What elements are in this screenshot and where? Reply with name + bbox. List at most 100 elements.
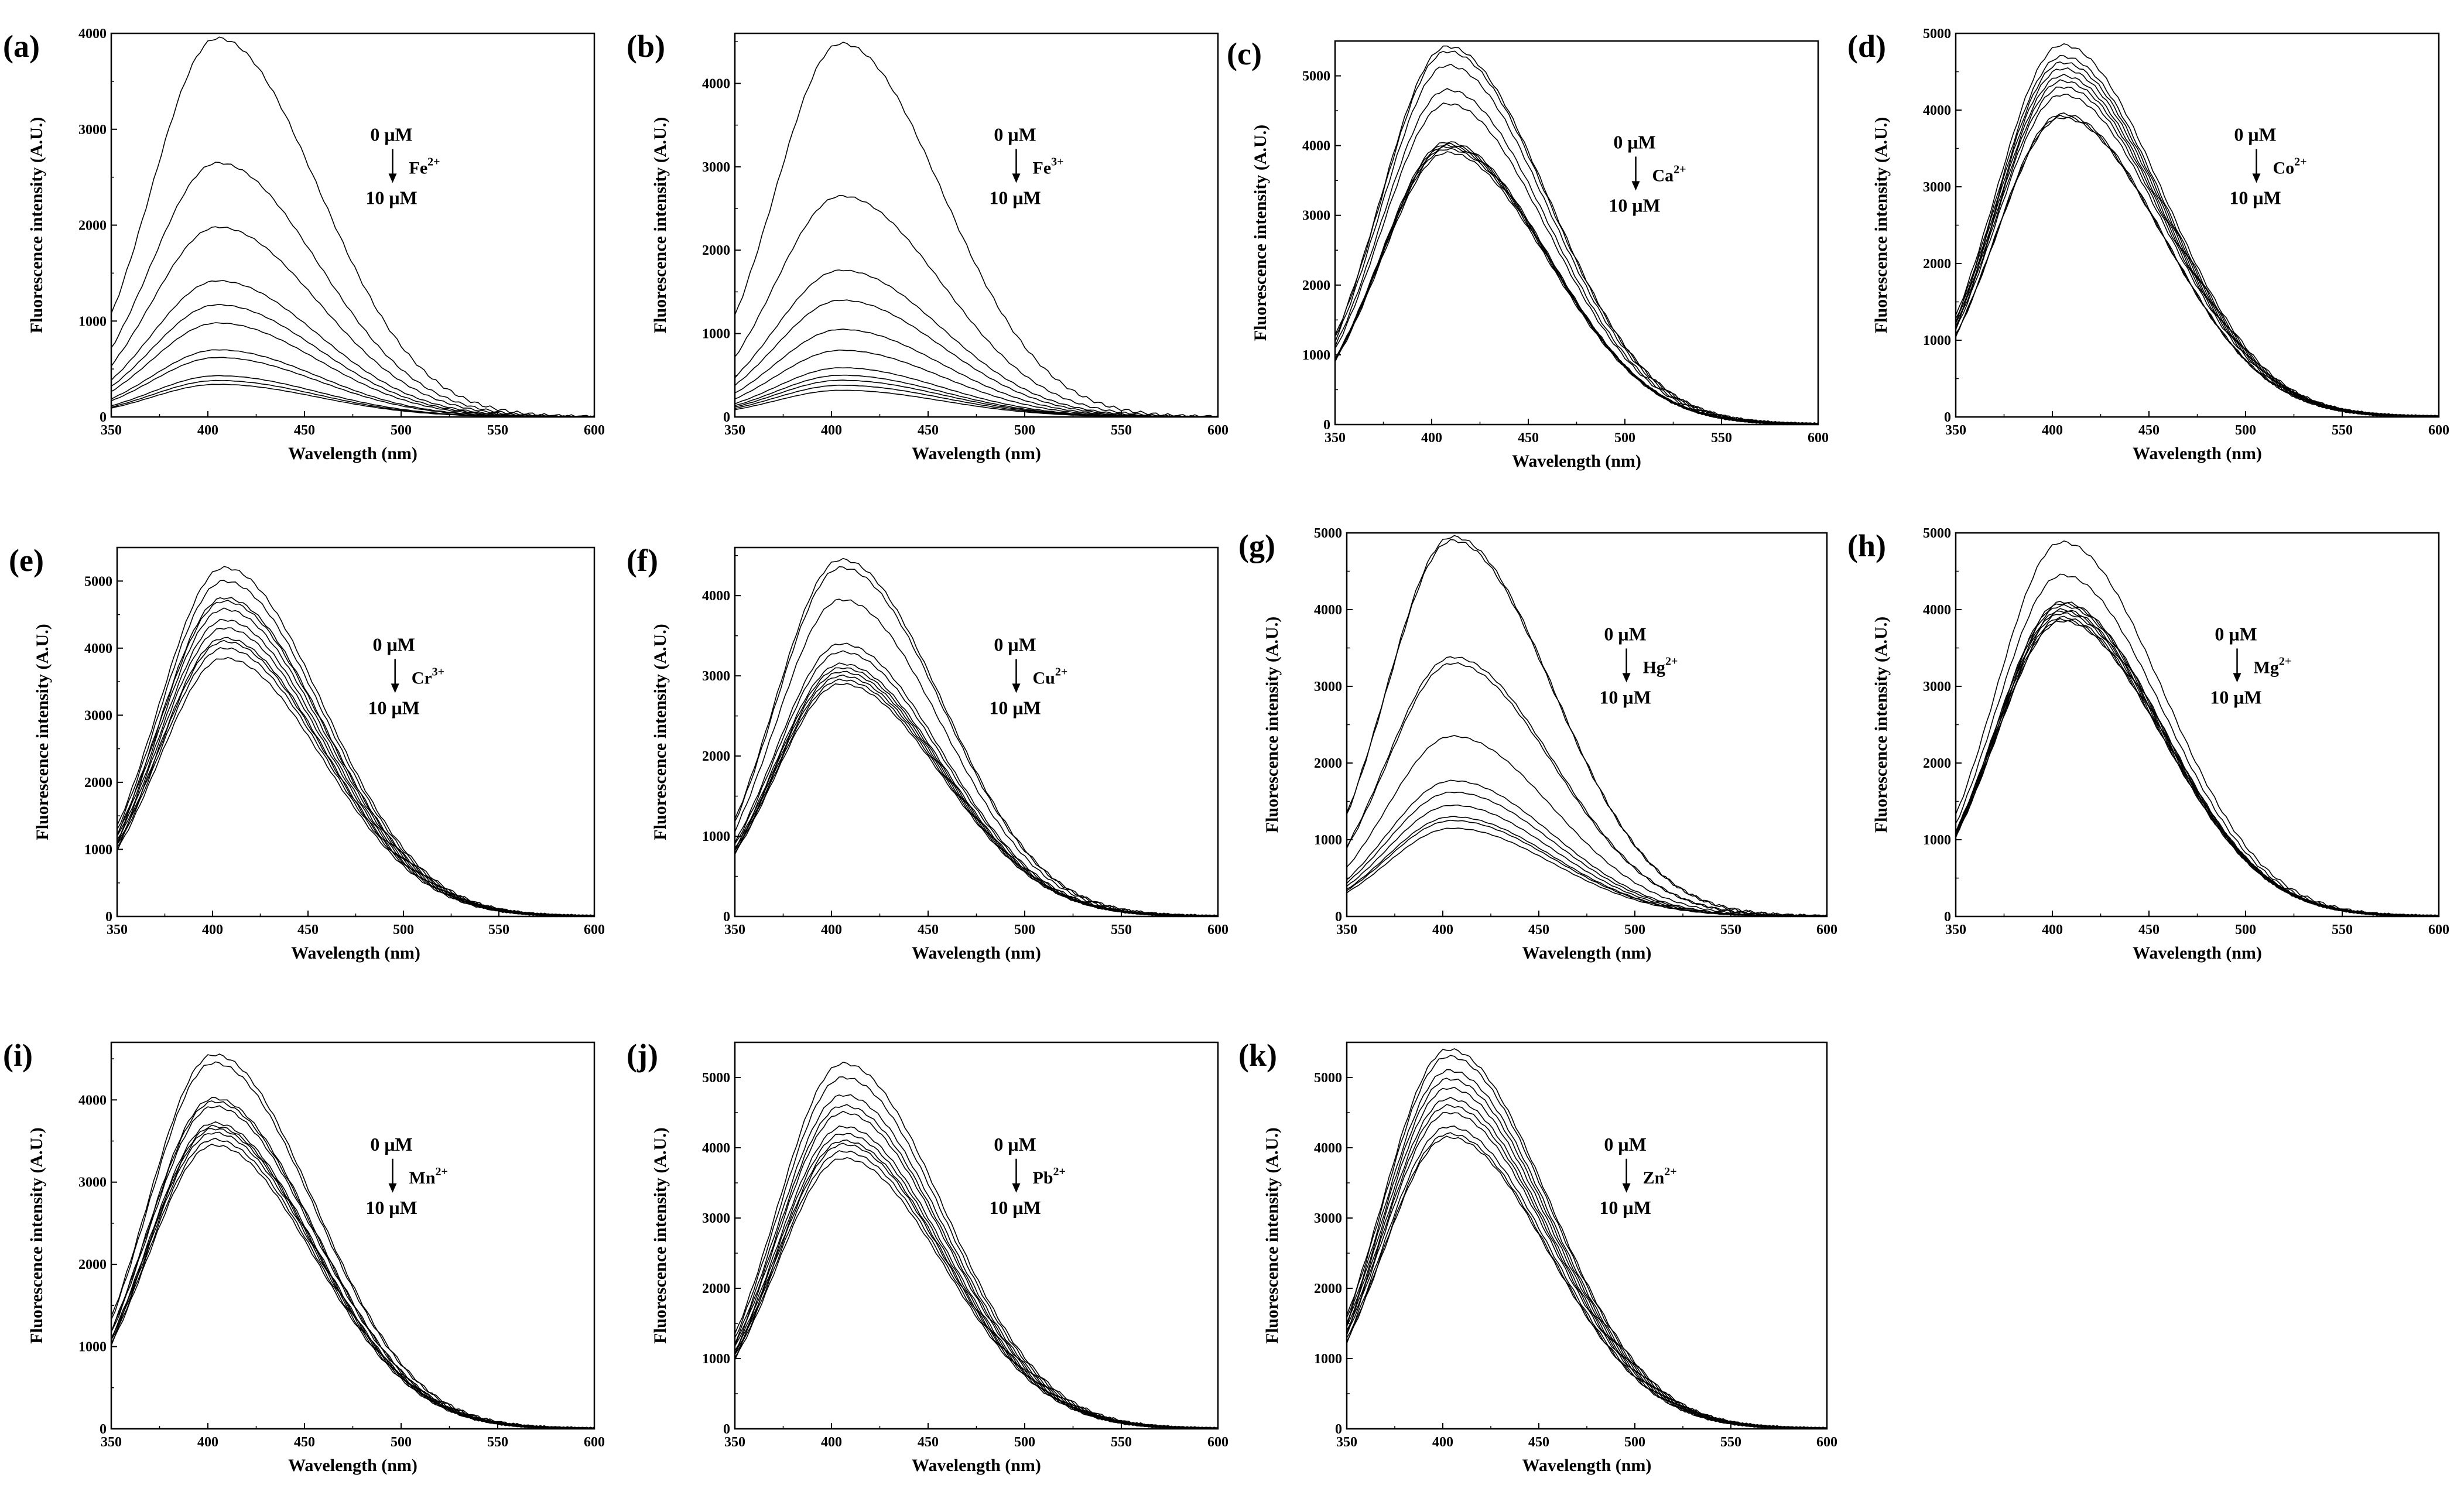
plot-frame bbox=[1955, 532, 2440, 918]
x-tick-label: 400 bbox=[2042, 922, 2063, 938]
x-tick-label: 400 bbox=[197, 1435, 218, 1450]
annotation-charge: 2+ bbox=[1664, 1165, 1676, 1178]
annotation-start: 0 μM bbox=[1613, 131, 1655, 152]
series-line bbox=[1347, 1112, 1827, 1429]
y-tick-label: 4000 bbox=[1923, 103, 1951, 118]
series-line bbox=[1335, 148, 1818, 425]
x-tick-label: 500 bbox=[391, 1435, 412, 1450]
plot-frame bbox=[1334, 40, 1819, 426]
y-axis-title: Fluorescence intensity (A.U.) bbox=[1251, 125, 1270, 341]
x-tick-label: 600 bbox=[584, 922, 605, 938]
x-tick-label: 450 bbox=[294, 1435, 315, 1450]
x-tick-label: 550 bbox=[487, 423, 508, 438]
series-line bbox=[1956, 86, 2439, 417]
y-tick-label: 4000 bbox=[1314, 603, 1342, 618]
annotation-ion: Fe2+ bbox=[409, 155, 440, 177]
series-line bbox=[1956, 73, 2439, 417]
x-tick-label: 450 bbox=[2138, 423, 2160, 438]
annotation-ion: Co2+ bbox=[2273, 155, 2307, 177]
annotation-end: 10 μM bbox=[2210, 686, 2261, 707]
panel-label: (j) bbox=[627, 1038, 658, 1073]
y-tick-label: 1000 bbox=[702, 1352, 730, 1367]
series-line bbox=[1956, 573, 2439, 916]
series-line bbox=[735, 670, 1218, 916]
chart-panel-a: (a) 350 400 450 500 550 600 0 1000 2000 3000 4000 Wa… bbox=[3, 26, 605, 463]
y-tick-label: 1000 bbox=[702, 829, 730, 844]
y-tick-label: 4000 bbox=[84, 641, 112, 656]
x-tick-label: 500 bbox=[2235, 922, 2256, 938]
y-tick-label: 2000 bbox=[1314, 756, 1342, 771]
annotation-charge: 2+ bbox=[2294, 155, 2306, 168]
annotation-end: 10 μM bbox=[365, 187, 417, 208]
x-axis-title: Wavelength (nm) bbox=[1522, 943, 1652, 963]
y-tick-label: 5000 bbox=[1923, 26, 1951, 42]
annotation-start: 0 μM bbox=[994, 1134, 1036, 1155]
x-tick-label: 500 bbox=[2235, 423, 2256, 438]
y-axis-title: Fluorescence intensity (A.U.) bbox=[1871, 617, 1891, 833]
x-tick-label: 550 bbox=[487, 1435, 508, 1450]
series-line bbox=[1956, 618, 2439, 916]
series-line bbox=[117, 580, 594, 916]
x-tick-label: 400 bbox=[821, 423, 842, 438]
x-tick-label: 550 bbox=[1111, 1435, 1132, 1450]
x-axis-title: Wavelength (nm) bbox=[912, 1456, 1041, 1475]
y-tick-label: 1000 bbox=[84, 842, 112, 857]
y-tick-label: 1000 bbox=[78, 1340, 107, 1355]
series-line bbox=[1347, 1135, 1827, 1429]
x-tick-label: 500 bbox=[1624, 922, 1645, 938]
series-line bbox=[735, 1125, 1218, 1429]
x-tick-label: 600 bbox=[2428, 423, 2449, 438]
annotation-arrowhead bbox=[2233, 673, 2241, 683]
y-axis-title: Fluorescence intensity (A.U.) bbox=[651, 1127, 670, 1343]
series-line bbox=[1347, 1069, 1827, 1429]
annotation-ion: Fe3+ bbox=[1033, 155, 1064, 177]
series-line bbox=[1347, 827, 1827, 916]
y-tick-label: 0 bbox=[723, 410, 730, 425]
y-tick-label: 5000 bbox=[1923, 526, 1951, 541]
series-line bbox=[111, 162, 594, 417]
series-line bbox=[1956, 93, 2439, 417]
series-line bbox=[111, 379, 594, 417]
y-tick-label: 0 bbox=[1944, 410, 1951, 425]
x-tick-label: 600 bbox=[1816, 922, 1837, 938]
series-line bbox=[117, 600, 594, 916]
annotation-arrowhead bbox=[2252, 173, 2261, 183]
series-line bbox=[117, 607, 594, 916]
series-line bbox=[111, 1128, 594, 1429]
annotation-end: 10 μM bbox=[368, 697, 420, 718]
y-tick-label: 5000 bbox=[84, 574, 112, 589]
x-tick-label: 500 bbox=[1014, 922, 1035, 938]
annotation-start: 0 μM bbox=[2234, 124, 2276, 145]
y-tick-label: 4000 bbox=[78, 26, 107, 42]
series-line bbox=[1956, 79, 2439, 417]
series-line bbox=[111, 357, 594, 417]
annotation-charge: 2+ bbox=[436, 1165, 448, 1178]
annotation-arrowhead bbox=[388, 173, 397, 183]
y-tick-label: 3000 bbox=[702, 1211, 730, 1226]
series-line bbox=[111, 1053, 594, 1429]
x-tick-label: 400 bbox=[1432, 922, 1453, 938]
annotation-end: 10 μM bbox=[1609, 194, 1660, 215]
y-axis-title: Fluorescence intensity (A.U.) bbox=[651, 624, 670, 840]
y-tick-label: 2000 bbox=[702, 1281, 730, 1296]
x-axis-title: Wavelength (nm) bbox=[288, 1456, 417, 1475]
x-tick-label: 600 bbox=[1207, 1435, 1228, 1450]
series-line bbox=[117, 647, 594, 916]
annotation-start: 0 μM bbox=[1604, 1134, 1646, 1155]
y-tick-label: 2000 bbox=[1314, 1281, 1342, 1296]
series-line bbox=[111, 1124, 594, 1429]
y-axis-title: Fluorescence intensity (A.U.) bbox=[33, 624, 52, 840]
x-tick-label: 600 bbox=[2428, 922, 2449, 938]
series-line bbox=[1956, 117, 2439, 417]
series-line bbox=[1956, 112, 2439, 417]
series-line bbox=[1335, 63, 1818, 425]
panel-label: (e) bbox=[9, 543, 44, 578]
series-line bbox=[111, 1100, 594, 1429]
x-tick-label: 550 bbox=[1111, 423, 1132, 438]
series-line bbox=[1347, 1086, 1827, 1429]
x-axis-title: Wavelength (nm) bbox=[2133, 444, 2262, 463]
series-line bbox=[1335, 102, 1818, 425]
x-tick-label: 500 bbox=[393, 922, 414, 938]
x-tick-label: 350 bbox=[1325, 430, 1346, 446]
plot-frame bbox=[1346, 1041, 1828, 1430]
